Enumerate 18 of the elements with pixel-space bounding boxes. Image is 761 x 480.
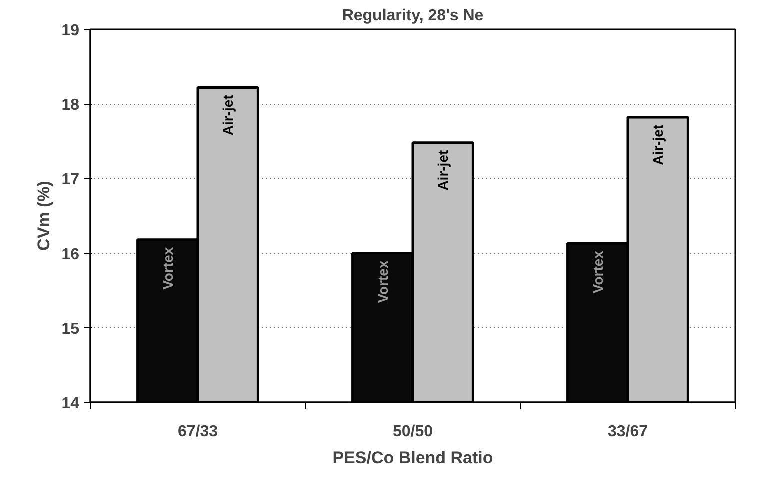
- series-label: Vortex: [374, 260, 391, 304]
- text: Vortex: [590, 251, 606, 294]
- y-tick-label: 18: [62, 97, 80, 114]
- series-label: Air-jet: [220, 94, 236, 136]
- x-tick-label: 50/50: [392, 424, 434, 440]
- y-axis-title: CVm (%): [34, 181, 54, 251]
- text: Air-jet: [435, 150, 452, 191]
- chart-title: Regularity, 28's Ne: [342, 8, 484, 24]
- text: Vortex: [160, 247, 176, 290]
- y-tick-label: 14: [62, 396, 80, 412]
- y-tick-label: 16: [62, 246, 80, 264]
- text: Air-jet: [650, 124, 666, 166]
- y-tick-label: 19: [62, 22, 80, 40]
- x-tick-label: 67/33: [178, 424, 218, 440]
- x-tick-label: 33/67: [608, 424, 648, 440]
- y-tick-label: 15: [62, 320, 80, 338]
- x-axis-title: PES/Co Blend Ratio: [332, 448, 494, 468]
- y-tick-label: 17: [62, 172, 80, 189]
